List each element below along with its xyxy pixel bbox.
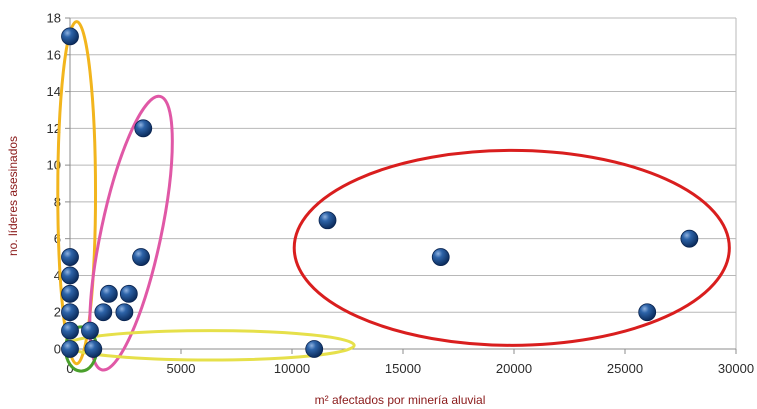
x-tick-label: 30000	[718, 361, 754, 376]
y-tick-label: 14	[47, 84, 61, 99]
data-point	[115, 303, 134, 322]
x-tick-label: 0	[66, 361, 73, 376]
grid-lines	[70, 17, 737, 350]
data-point	[61, 321, 79, 340]
data-point	[99, 284, 118, 303]
cluster-ellipse	[292, 148, 731, 347]
x-tick-label: 25000	[607, 361, 643, 376]
data-point	[94, 303, 113, 322]
data-point	[134, 119, 153, 138]
y-tick-label: 2	[54, 305, 61, 320]
data-point	[61, 27, 79, 46]
y-axis-title: no. líderes asesinados	[6, 136, 20, 256]
data-point	[132, 248, 150, 266]
x-tick-label: 10000	[274, 361, 310, 376]
x-tick-label: 20000	[496, 361, 532, 376]
data-point	[305, 340, 324, 358]
data-point	[318, 211, 337, 230]
data-point	[431, 248, 450, 266]
data-point	[638, 303, 657, 322]
data-point	[61, 303, 79, 322]
data-point	[119, 284, 138, 303]
data-point	[81, 321, 99, 340]
data-point	[61, 248, 79, 266]
data-points	[61, 27, 699, 358]
y-tick-label: 16	[47, 47, 61, 62]
x-tick-label: 15000	[385, 361, 421, 376]
y-tick-label: 0	[54, 342, 61, 357]
y-tick-label: 4	[54, 268, 61, 283]
data-point	[61, 284, 79, 303]
data-point	[84, 340, 103, 358]
data-point	[680, 229, 699, 248]
cluster-ellipse	[88, 94, 174, 372]
y-tick-label: 18	[47, 11, 61, 26]
x-tick-label: 5000	[167, 361, 196, 376]
x-axis-title: m² afectados por minería aluvial	[315, 393, 486, 407]
cluster-ellipse	[56, 20, 98, 366]
data-point	[61, 340, 79, 358]
cluster-ellipses	[56, 20, 731, 373]
data-point	[61, 266, 79, 285]
y-tick-label: 12	[47, 121, 61, 136]
